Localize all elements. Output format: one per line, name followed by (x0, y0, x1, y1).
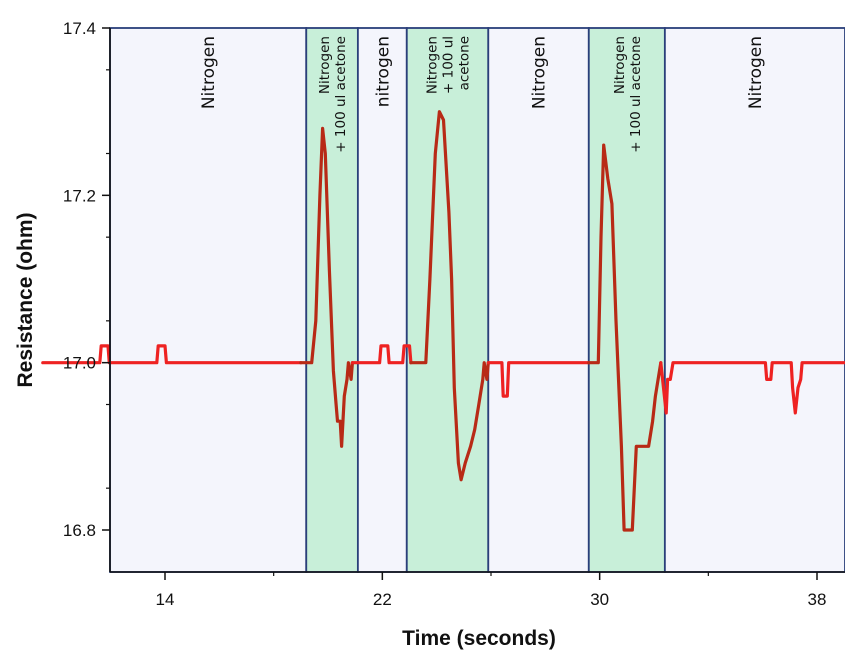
x-tick-label-1: 22 (373, 590, 392, 609)
ticks: 16.8 17.0 17.2 17.4 14 22 30 38 (63, 19, 827, 609)
region-label-1: Nitrogen+ 100 ul acetone (317, 36, 349, 153)
region-acetone-3 (405, 27, 490, 573)
y-axis-title: Resistance (ohm) (14, 212, 37, 387)
x-tick-label-2: 30 (590, 590, 609, 609)
x-tick-label-3: 38 (808, 590, 827, 609)
region-label-2: nitrogen (373, 36, 393, 107)
region-nitrogen-4 (487, 27, 590, 573)
region-label-0: Nitrogen (199, 36, 219, 109)
series-lines (41, 110, 845, 532)
series-line-1 (299, 126, 354, 448)
region-nitrogen-2 (356, 27, 408, 573)
region-label-6: Nitrogen (746, 36, 766, 109)
series-line-0 (41, 344, 303, 365)
region-label-5: Nitrogen+ 100 ul acetone (612, 36, 644, 153)
region-acetone-5 (587, 27, 666, 573)
region-nitrogen-0 (109, 27, 308, 573)
axes (109, 28, 845, 573)
y-tick-label-2: 17.2 (63, 186, 96, 205)
series-line-5 (587, 143, 663, 532)
series-line-2 (350, 344, 413, 365)
y-tick-label-0: 16.8 (63, 521, 96, 540)
shaded-regions: Nitrogen Nitrogen+ 100 ul acetone nitrogen… (109, 27, 845, 573)
x-tick-label-0: 14 (156, 590, 175, 609)
series-line-4 (486, 361, 591, 398)
series-line-3 (409, 110, 490, 482)
series-line-6 (659, 361, 845, 415)
y-tick-label-1: 17.0 (63, 354, 96, 373)
x-axis-title: Time (seconds) (402, 627, 556, 650)
region-nitrogen-6 (663, 27, 845, 573)
region-label-3: Nitrogen+ 100 ulacetone (425, 36, 473, 94)
y-tick-label-3: 17.4 (63, 19, 96, 38)
region-label-4: Nitrogen (530, 36, 550, 109)
